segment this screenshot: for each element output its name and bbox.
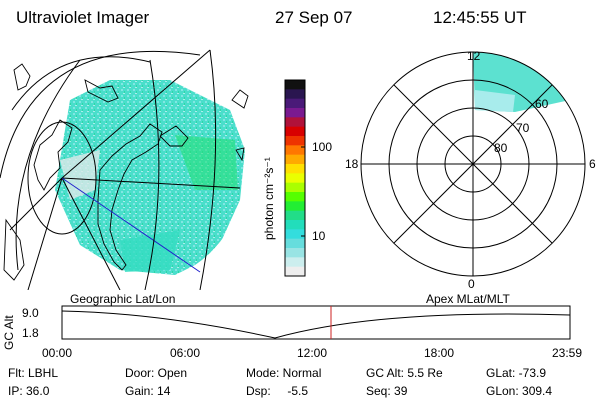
colorbar-swatch [285, 173, 305, 184]
colorbar-swatch [285, 80, 305, 90]
colorbar-swatch [285, 192, 305, 202]
time-tick-00: 00:00 [42, 346, 73, 360]
polar-mlat-mlt-plot: 12 18 6 0 60 70 80 [345, 49, 596, 290]
status-glon: GLon: 309.4 [486, 384, 553, 398]
mlat-label-60: 60 [535, 97, 549, 111]
status-door: Door: Open [125, 366, 188, 380]
time-tick-12: 12:00 [297, 346, 328, 360]
status-seq: Seq: 39 [366, 384, 408, 398]
mlt-label-18: 18 [345, 157, 359, 171]
altitude-axis-label: GC Alt [2, 315, 16, 350]
colorbar-swatch [285, 182, 305, 193]
colorbar-swatch [285, 238, 305, 249]
altitude-curve [61, 310, 571, 339]
polar-grid [360, 51, 586, 277]
status-gain: Gain: 14 [125, 384, 171, 398]
time-tick-2359: 23:59 [552, 346, 583, 360]
geographic-map-image [0, 49, 249, 290]
apex-label: Apex MLat/MLT [426, 292, 510, 306]
mlt-label-6: 6 [589, 157, 596, 171]
geographic-grid [0, 49, 241, 290]
observation-time: 12:45:55 UT [433, 8, 527, 27]
time-tick-06: 06:00 [170, 346, 201, 360]
mlat-label-80: 80 [494, 141, 508, 155]
colorbar-swatch [285, 98, 305, 109]
colorbar-swatch [285, 136, 305, 146]
altitude-tick-1-8: 1.8 [22, 326, 39, 340]
color-scale-bar [284, 79, 306, 277]
colorbar-swatch [285, 164, 305, 174]
colorbar-swatch [285, 145, 305, 156]
mlt-label-0: 0 [468, 277, 475, 290]
colorbar-swatch [285, 220, 305, 230]
colorbar-tick-100: 100 [312, 140, 333, 154]
observation-date: 27 Sep 07 [275, 8, 353, 27]
colorbar-tick-10: 10 [312, 229, 326, 243]
status-ip: IP: 36.0 [8, 384, 50, 398]
status-mode: Mode: Normal [246, 366, 322, 380]
mlt-label-12: 12 [467, 49, 481, 63]
status-gc-alt: GC Alt: 5.5 Re [366, 366, 443, 380]
mlat-label-70: 70 [516, 121, 530, 135]
colorbar-swatch [285, 108, 305, 118]
auroral-emission-region [55, 80, 245, 275]
status-glat: GLat: -73.9 [486, 366, 547, 380]
altitude-plot [61, 305, 571, 340]
instrument-title: Ultraviolet Imager [16, 8, 150, 27]
colorbar-swatch [285, 210, 305, 221]
colorbar-swatch [285, 248, 305, 258]
geographic-label: Geographic Lat/Lon [70, 292, 176, 306]
colorbar-swatch [285, 266, 305, 277]
colorbar-swatch [285, 257, 305, 268]
colorbar-swatch [285, 126, 305, 137]
colorbar-swatch [285, 201, 305, 212]
colorbar-unit-label: photon cm⁻²s⁻¹ [262, 157, 276, 240]
colorbar-swatch [285, 154, 305, 165]
colorbar-swatch [285, 229, 305, 240]
colorbar-swatch [285, 117, 305, 128]
altitude-tick-9: 9.0 [22, 306, 39, 320]
coastlines [3, 63, 249, 281]
status-dsp: Dsp: -5.5 [246, 384, 309, 398]
time-tick-18: 18:00 [424, 346, 455, 360]
colorbar-swatch [285, 89, 305, 100]
status-filter: Flt: LBHL [8, 366, 59, 380]
